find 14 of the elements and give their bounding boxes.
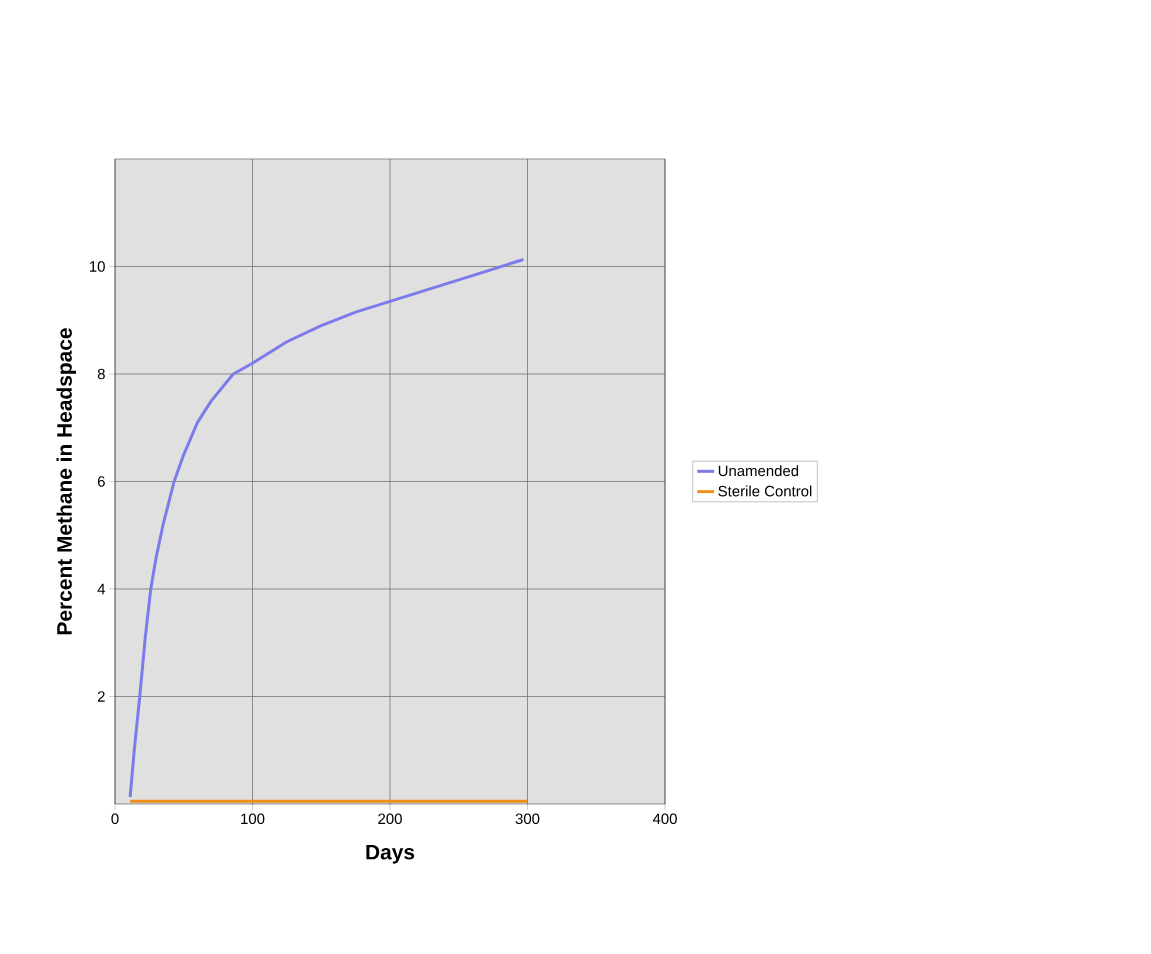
y-tick-label: 2: [97, 691, 105, 702]
x-tick-label: 400: [652, 813, 677, 825]
y-tick-label: 6: [97, 476, 105, 487]
y-tick-label: 10: [90, 261, 105, 272]
y-tick-label: 8: [97, 368, 105, 380]
legend-label: Sterile Control: [718, 485, 812, 497]
x-tick-label: 100: [241, 813, 265, 825]
y-tick-label: 4: [97, 583, 106, 595]
x-tick-label: 0: [111, 813, 119, 825]
x-axis-title: Days: [366, 844, 415, 864]
x-tick-label: 300: [515, 813, 540, 825]
x-tick-label: 200: [378, 813, 402, 825]
y-axis-title: Percent Methane in Headspace: [56, 328, 77, 635]
legend-label: Unamended: [718, 465, 799, 477]
